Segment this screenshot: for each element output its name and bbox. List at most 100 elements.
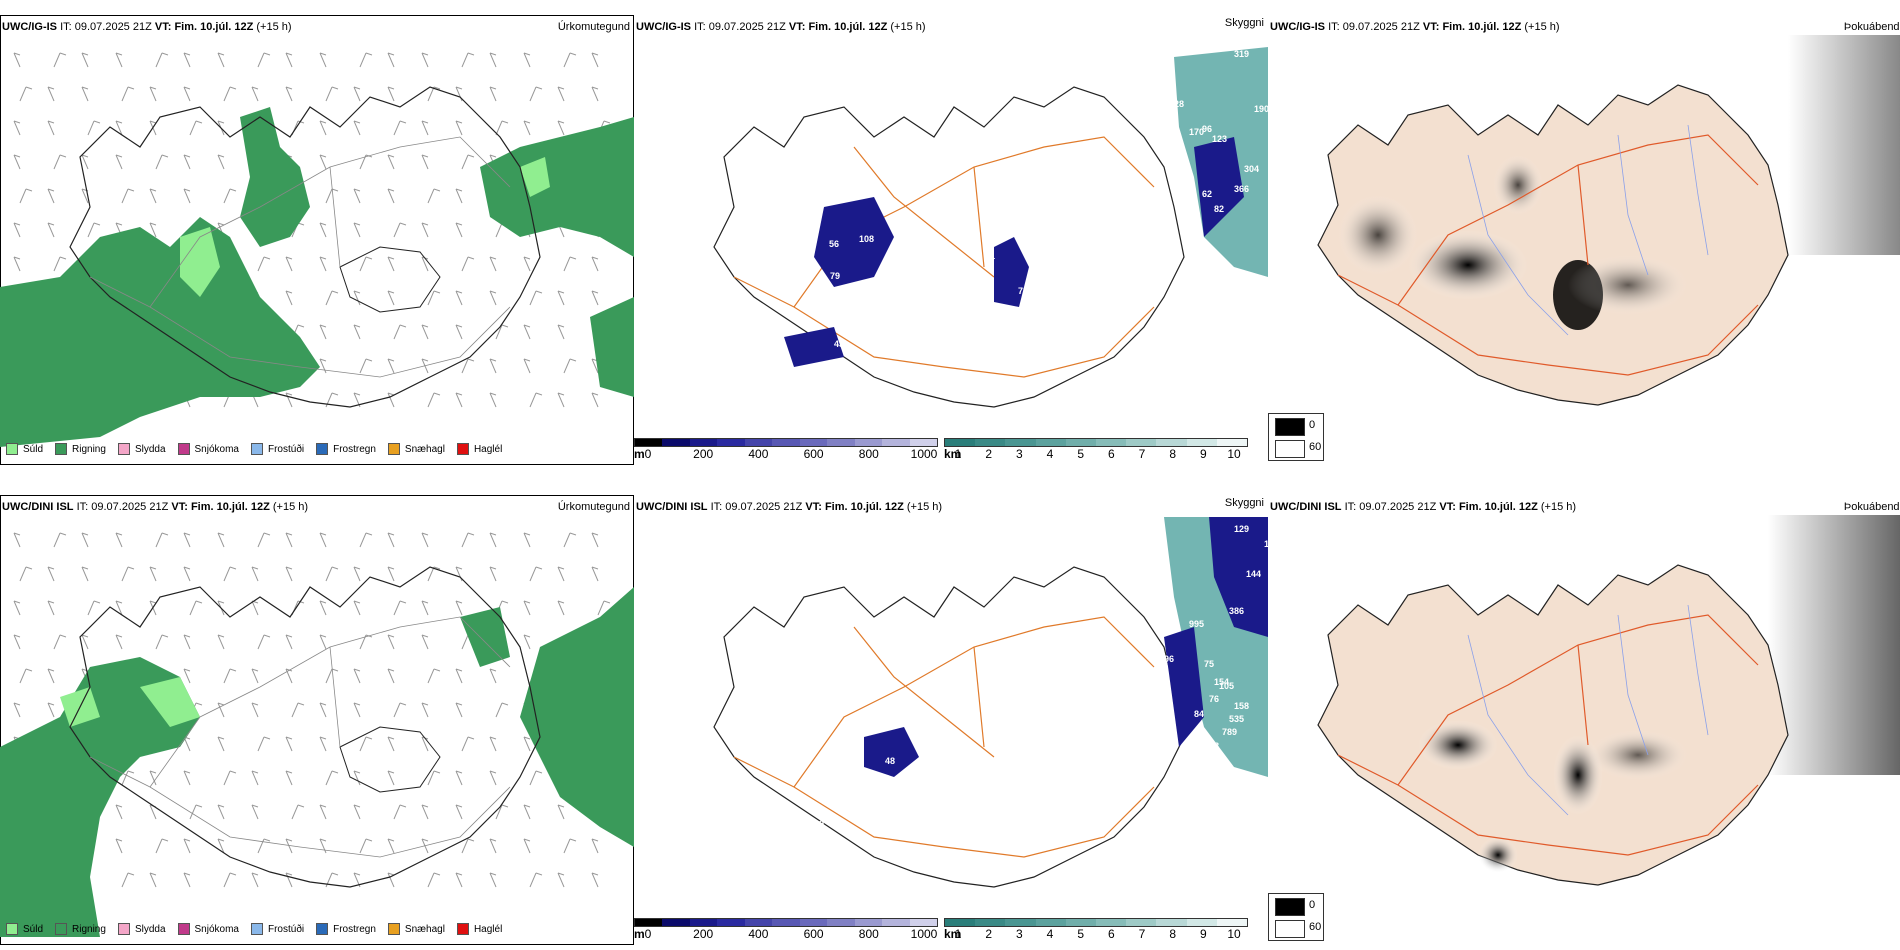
roads	[89, 136, 511, 378]
wind-barb	[13, 256, 21, 272]
wind-barb	[183, 188, 191, 204]
legend-item: Súld	[6, 923, 43, 935]
wind-barb	[359, 532, 373, 548]
scale-tick: 8	[1169, 927, 1176, 941]
visibility-label: 43	[911, 282, 921, 292]
scale-bin	[945, 919, 976, 926]
visibility-label: 79	[830, 271, 840, 281]
wind-barb	[183, 86, 191, 102]
visibility-label: 386	[1229, 606, 1244, 616]
legend-item: Frostregn	[316, 923, 376, 935]
wind-barb	[19, 86, 33, 102]
scale-bin	[1005, 439, 1036, 446]
wind-barb	[81, 566, 89, 582]
panel-title: UWC/DINI ISL IT: 09.07.2025 21Z VT: Fim.…	[1270, 501, 1576, 513]
wind-barb	[115, 634, 123, 650]
field-name: Þokuábendi	[1843, 21, 1900, 33]
legend-label: Slydda	[134, 923, 166, 935]
wind-barb	[223, 872, 237, 888]
scale-tick: 9	[1199, 927, 1207, 941]
wind-barb	[285, 392, 293, 408]
visibility-label: 154	[1214, 677, 1229, 687]
fog-swatch-high	[1275, 898, 1305, 916]
wind-barb	[319, 600, 327, 616]
wind-barb	[591, 86, 599, 102]
it-label: IT:	[76, 501, 89, 513]
legend-item: Slydda	[117, 443, 166, 455]
wind-barb	[359, 838, 373, 854]
lead-time: (+15 h)	[1540, 501, 1577, 513]
wind-barb	[47, 566, 55, 582]
wind-barb	[115, 804, 123, 820]
wind-barb	[421, 532, 429, 548]
wind-barb	[387, 188, 395, 204]
legend-label: Frostregn	[333, 923, 376, 935]
model-name: UWC/DINI ISL	[1270, 501, 1342, 513]
scale-bin	[827, 919, 855, 926]
wind-barb	[529, 872, 543, 888]
wind-barb	[387, 52, 395, 68]
legend-item: Snjókoma	[177, 443, 239, 455]
drizzle-area-east	[520, 157, 550, 197]
vis-low-west	[864, 727, 919, 777]
visibility-label: 105	[1219, 681, 1234, 691]
wind-barb	[319, 532, 327, 548]
wind-barb	[257, 736, 271, 752]
vt-label: VT:	[788, 21, 806, 33]
wind-barb	[591, 290, 599, 306]
visibility-label: 108	[859, 234, 874, 244]
wind-barb	[455, 668, 463, 684]
fog-swatch-low	[1275, 920, 1305, 938]
vt-value: Fim. 10.júl. 12Z	[174, 21, 254, 33]
wind-barb	[189, 600, 203, 616]
wind-barb	[217, 736, 225, 752]
scale-bin	[1216, 919, 1248, 926]
wind-barb	[291, 600, 305, 616]
field-name: Þokuábendi	[1843, 501, 1900, 513]
wind-barb	[115, 838, 123, 854]
wind-barb	[183, 566, 191, 582]
wind-barb	[353, 668, 361, 684]
wind-barb	[81, 634, 89, 650]
wind-barb	[285, 668, 293, 684]
visibility-label: 41	[896, 241, 906, 251]
it-value: 09.07.2025 21Z	[91, 501, 169, 513]
wind-barb	[495, 324, 509, 340]
legend-item: Slydda	[117, 923, 166, 935]
wind-barb	[421, 52, 429, 68]
visibility-label: 49	[864, 791, 874, 801]
height-unit: m	[634, 927, 645, 941]
legend-label: Slydda	[134, 443, 166, 455]
wind-barb	[87, 222, 101, 238]
scale-bin	[1096, 919, 1127, 926]
wind-barb	[319, 736, 327, 752]
wind-barb	[387, 872, 395, 888]
fog-map	[1317, 515, 1900, 886]
visibility-label: 62	[1202, 189, 1212, 199]
wind-barb	[489, 52, 497, 68]
wind-barb	[353, 86, 361, 102]
panel-title: UWC/IG-IS IT: 09.07.2025 21Z VT: Fim. 10…	[1270, 21, 1560, 33]
wind-barb	[47, 668, 55, 684]
scale-bin	[744, 919, 773, 926]
wind-barb	[387, 634, 395, 650]
scale-bin	[772, 919, 800, 926]
scale-tick: 1	[954, 927, 962, 941]
wind-barb	[115, 120, 123, 136]
legend-label: Súld	[23, 923, 44, 935]
wind-barb	[189, 120, 203, 136]
wind-barb	[325, 86, 339, 102]
scale-bin	[635, 439, 663, 446]
visibility-label: 82	[1214, 204, 1224, 214]
wind-barb	[421, 256, 429, 272]
wind-barb	[149, 566, 157, 582]
vt-label: VT:	[1422, 21, 1440, 33]
visibility-label: 57	[759, 254, 769, 264]
panel-title: UWC/IG-IS IT: 09.07.2025 21Z VT: Fim. 10…	[2, 21, 292, 33]
height-scale-bar	[634, 918, 938, 927]
wind-barb	[489, 566, 497, 582]
rain-area-nw	[240, 107, 310, 247]
wind-barb	[251, 668, 259, 684]
